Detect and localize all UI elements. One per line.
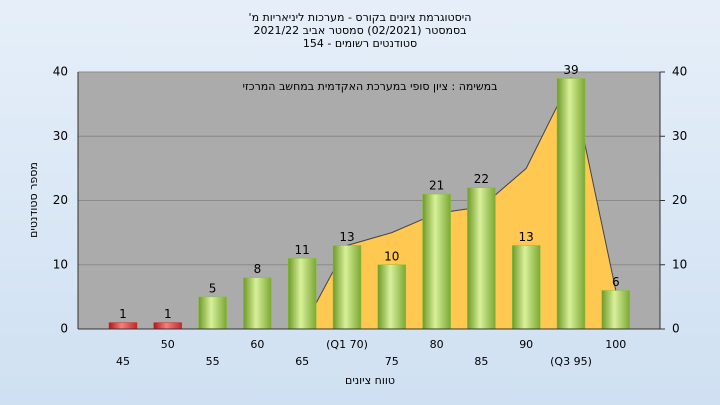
bar [601, 290, 631, 330]
y-tick-label: 0 [60, 322, 68, 336]
value-label: 1 [119, 307, 127, 321]
x-tick-label: 50 [161, 338, 175, 351]
y-tick-label: 30 [53, 129, 68, 143]
bar [422, 193, 451, 330]
bar [511, 245, 541, 330]
bar [153, 322, 183, 330]
value-label: 5 [209, 281, 217, 295]
value-label: 22 [474, 172, 489, 186]
x-tick-label: 80 [430, 338, 444, 351]
x-tick-label: 45 [116, 355, 130, 368]
bar [287, 258, 317, 330]
x-tick-label: 85 [474, 355, 488, 368]
value-label: 6 [612, 275, 620, 289]
x-tick-label: (Q3 95) [550, 355, 592, 368]
y-tick-label: 10 [53, 257, 68, 271]
x-tick-label: 60 [250, 338, 264, 351]
value-label: 1 [164, 307, 172, 321]
title-line: היסטוגרמת ציונים בקורס - מערכות ליניאריו… [249, 11, 472, 24]
y-axis-label: מספר סטודנטים [27, 162, 40, 238]
x-tick-label: (Q1 70) [326, 338, 368, 351]
y2-tick-label: 30 [672, 129, 687, 143]
value-label: 21 [429, 179, 444, 193]
title-line: סטודנטים רשומים - 154 [303, 37, 417, 50]
value-label: 13 [339, 230, 354, 244]
value-label: 10 [384, 249, 399, 263]
y2-tick-label: 0 [672, 322, 680, 336]
bar [556, 78, 586, 330]
x-tick-label: 90 [519, 338, 533, 351]
y2-tick-label: 40 [672, 65, 687, 79]
title-line: בסמסטר (02/2021) סמסטר אביב 2021/22 [253, 24, 466, 37]
y2-tick-label: 10 [672, 257, 687, 271]
value-label: 11 [295, 243, 310, 257]
annotation: במשימה : ציון סופי במערכת האקדמית במחשב … [243, 80, 498, 93]
bar [243, 277, 272, 330]
x-axis-label: טווח ציונים [345, 374, 395, 387]
bar [198, 296, 227, 330]
x-tick-label: 65 [295, 355, 309, 368]
y-tick-label: 20 [53, 193, 68, 207]
bar [108, 322, 138, 330]
bar [332, 245, 362, 330]
y-tick-label: 40 [53, 65, 68, 79]
x-tick-label: 100 [605, 338, 626, 351]
x-tick-label: 55 [206, 355, 220, 368]
bar [467, 187, 496, 330]
x-tick-label: 75 [385, 355, 399, 368]
value-label: 13 [519, 230, 534, 244]
value-label: 8 [254, 262, 262, 276]
bar [377, 264, 407, 330]
value-label: 39 [563, 63, 578, 77]
y2-tick-label: 20 [672, 193, 687, 207]
